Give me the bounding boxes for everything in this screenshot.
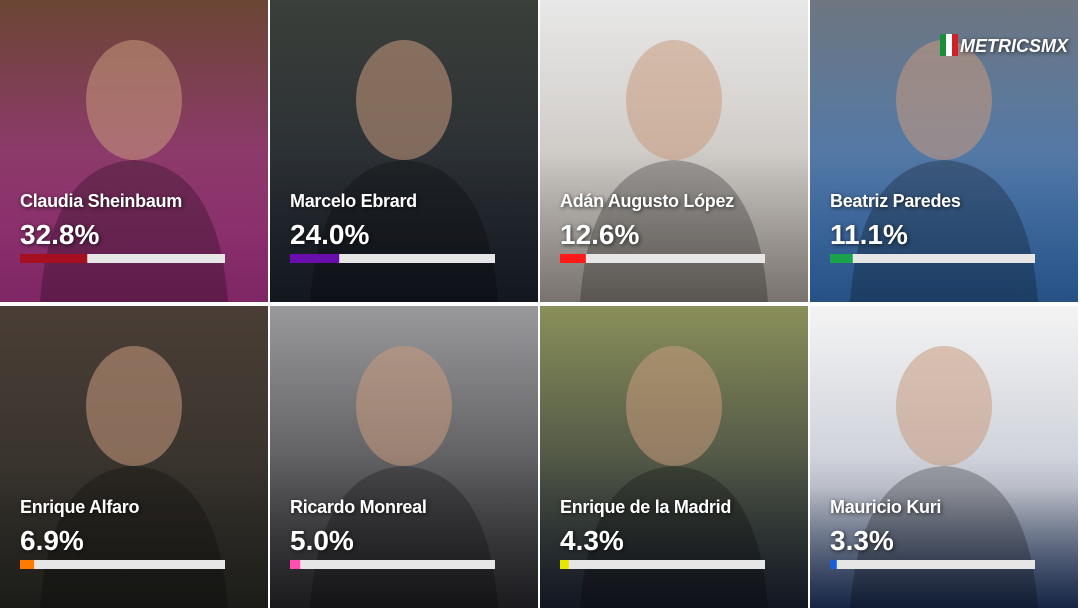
bar-track [560, 560, 765, 569]
candidate-name: Ricardo Monreal [290, 497, 427, 517]
card-shade [810, 306, 1078, 608]
card-shade [270, 306, 538, 608]
value-label: 6.9% [20, 525, 84, 556]
logo-flag [952, 34, 958, 56]
bar [20, 254, 88, 263]
card: Adán Augusto López 12.6% [540, 0, 808, 302]
bar [560, 560, 569, 569]
card: Claudia Sheinbaum 32.8% [0, 0, 268, 302]
card-shade [270, 0, 538, 302]
bar [830, 560, 837, 569]
value-label: 12.6% [560, 219, 639, 250]
value-label: 11.1% [830, 219, 908, 250]
card: Marcelo Ebrard 24.0% [270, 0, 538, 302]
value-label: 32.8% [20, 219, 99, 250]
candidate-name: Enrique de la Madrid [560, 497, 731, 517]
bar-track [560, 254, 765, 263]
value-label: 24.0% [290, 219, 369, 250]
value-label: 3.3% [830, 525, 894, 556]
bar-track [20, 254, 225, 263]
card-shade [0, 0, 268, 302]
bar [560, 254, 586, 263]
logo-text: METRICSMX [960, 36, 1069, 56]
card: Enrique Alfaro 6.9% [0, 306, 268, 608]
value-label: 5.0% [290, 525, 354, 556]
card: Enrique de la Madrid 4.3% [540, 306, 808, 608]
logo: METRICSMX [940, 34, 1069, 56]
candidate-name: Claudia Sheinbaum [20, 191, 182, 211]
candidate-name: Enrique Alfaro [20, 497, 139, 517]
bar [290, 254, 340, 263]
candidate-name: Adán Augusto López [560, 191, 734, 211]
candidate-name: Marcelo Ebrard [290, 191, 417, 211]
logo-flag [946, 34, 952, 56]
bar-track [830, 560, 1035, 569]
bar-track [290, 254, 495, 263]
card-shade [0, 306, 268, 608]
bar-track [830, 254, 1035, 263]
bar [290, 560, 301, 569]
bar-track [290, 560, 495, 569]
bar [830, 254, 853, 263]
candidate-name: Mauricio Kuri [830, 497, 941, 517]
value-label: 4.3% [560, 525, 624, 556]
card-shade [540, 0, 808, 302]
card: Beatriz Paredes 11.1% [810, 0, 1078, 302]
logo-flag [940, 34, 946, 56]
card: Ricardo Monreal 5.0% [270, 306, 538, 608]
candidate-name: Beatriz Paredes [830, 191, 961, 211]
bar-track [20, 560, 225, 569]
card-shade [540, 306, 808, 608]
card: Mauricio Kuri 3.3% [810, 306, 1078, 608]
bar [20, 560, 35, 569]
